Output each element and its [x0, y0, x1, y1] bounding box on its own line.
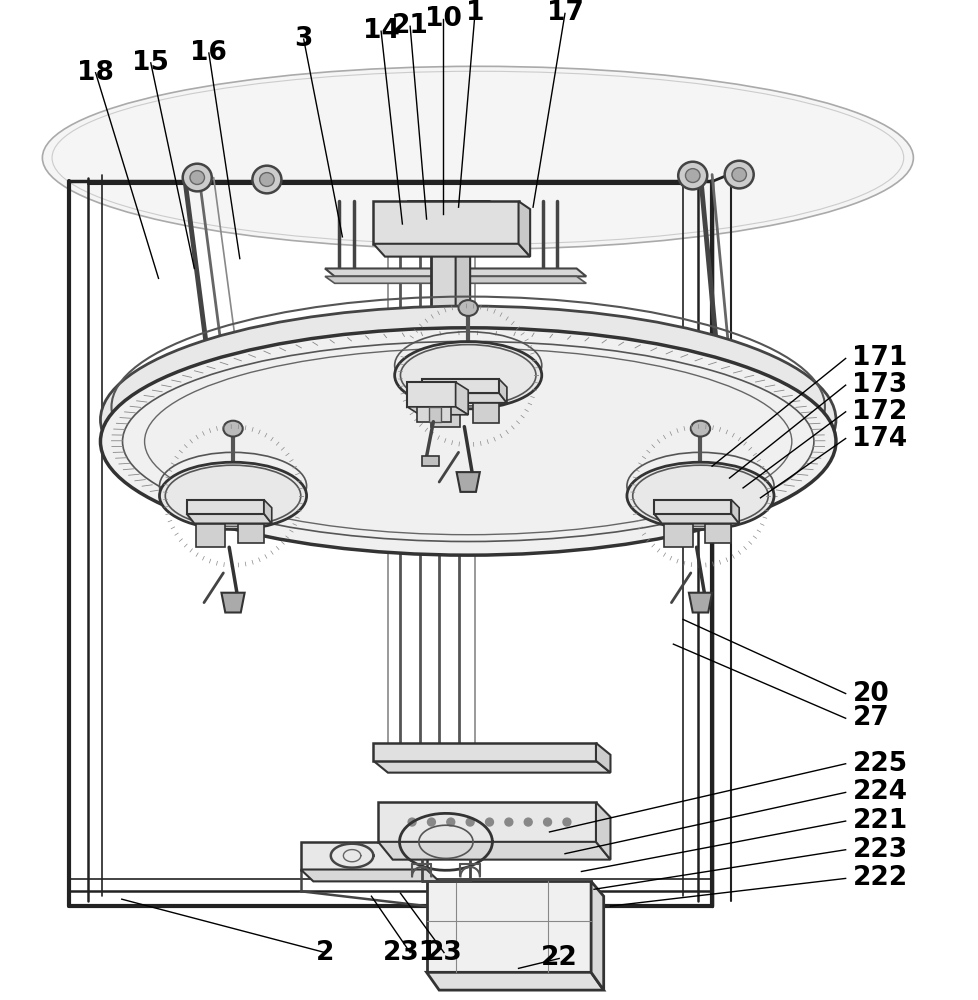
Polygon shape [373, 743, 596, 761]
Text: 223: 223 [852, 837, 907, 863]
Polygon shape [422, 379, 499, 393]
Ellipse shape [685, 169, 699, 182]
Text: 23: 23 [425, 940, 462, 966]
Polygon shape [422, 393, 507, 403]
Circle shape [466, 818, 473, 826]
Circle shape [408, 818, 416, 826]
Text: 2: 2 [316, 940, 333, 966]
Polygon shape [596, 743, 610, 773]
Circle shape [427, 818, 435, 826]
Text: 173: 173 [852, 372, 907, 398]
Polygon shape [653, 500, 731, 514]
Polygon shape [596, 802, 610, 860]
Circle shape [524, 818, 532, 826]
Text: 18: 18 [77, 60, 113, 86]
Polygon shape [731, 500, 738, 524]
Ellipse shape [190, 171, 204, 184]
Polygon shape [591, 881, 603, 990]
Circle shape [446, 818, 454, 826]
Polygon shape [196, 524, 225, 547]
Ellipse shape [166, 315, 769, 485]
Text: 15: 15 [132, 50, 169, 76]
Polygon shape [373, 244, 530, 257]
Text: 231: 231 [382, 940, 437, 966]
Polygon shape [300, 870, 439, 881]
Ellipse shape [678, 162, 706, 189]
Ellipse shape [223, 421, 243, 437]
Ellipse shape [724, 161, 753, 188]
Polygon shape [221, 593, 244, 612]
Polygon shape [378, 802, 596, 842]
Ellipse shape [183, 164, 211, 191]
Polygon shape [300, 842, 426, 870]
Ellipse shape [159, 462, 306, 529]
Polygon shape [187, 514, 272, 524]
Text: 3: 3 [294, 26, 313, 52]
Text: 172: 172 [852, 399, 907, 425]
Polygon shape [426, 972, 603, 990]
Ellipse shape [259, 173, 274, 186]
Polygon shape [518, 201, 530, 257]
Polygon shape [373, 201, 518, 244]
Text: 22: 22 [540, 945, 577, 971]
Ellipse shape [458, 300, 477, 316]
Polygon shape [407, 407, 467, 415]
Polygon shape [455, 382, 467, 415]
Text: 16: 16 [190, 40, 227, 66]
Text: 221: 221 [852, 808, 907, 834]
Polygon shape [417, 407, 450, 422]
Circle shape [543, 818, 551, 826]
Circle shape [505, 818, 512, 826]
Text: 225: 225 [852, 751, 907, 777]
Polygon shape [378, 842, 610, 860]
Polygon shape [455, 207, 469, 417]
Polygon shape [663, 524, 692, 547]
Polygon shape [187, 500, 264, 514]
Text: 10: 10 [424, 6, 461, 32]
Ellipse shape [732, 168, 745, 181]
Ellipse shape [626, 462, 774, 529]
Text: 222: 222 [852, 865, 907, 891]
Circle shape [485, 818, 493, 826]
Polygon shape [431, 207, 455, 402]
Polygon shape [653, 514, 738, 524]
Polygon shape [689, 593, 711, 612]
Text: 27: 27 [852, 705, 888, 731]
Ellipse shape [252, 166, 281, 193]
Text: 174: 174 [852, 426, 907, 452]
Ellipse shape [394, 342, 541, 409]
Polygon shape [373, 761, 610, 773]
Polygon shape [407, 201, 504, 211]
Polygon shape [431, 403, 460, 427]
Polygon shape [472, 403, 499, 423]
Ellipse shape [42, 66, 912, 249]
Text: 17: 17 [546, 0, 583, 26]
Polygon shape [422, 456, 439, 466]
Text: 20: 20 [852, 681, 888, 707]
Polygon shape [238, 524, 264, 543]
Text: 14: 14 [363, 18, 399, 44]
Text: 1: 1 [466, 0, 484, 26]
Ellipse shape [101, 306, 835, 533]
Polygon shape [704, 524, 731, 543]
Ellipse shape [101, 328, 835, 555]
Circle shape [562, 818, 570, 826]
Polygon shape [426, 881, 591, 972]
Text: 171: 171 [852, 345, 907, 371]
Text: 21: 21 [391, 13, 428, 39]
Ellipse shape [690, 421, 709, 437]
Polygon shape [429, 407, 441, 422]
Text: 224: 224 [852, 779, 907, 805]
Polygon shape [456, 472, 479, 492]
Polygon shape [264, 500, 272, 524]
Polygon shape [325, 268, 586, 276]
Polygon shape [499, 379, 507, 403]
Polygon shape [325, 276, 586, 283]
Polygon shape [407, 382, 455, 407]
